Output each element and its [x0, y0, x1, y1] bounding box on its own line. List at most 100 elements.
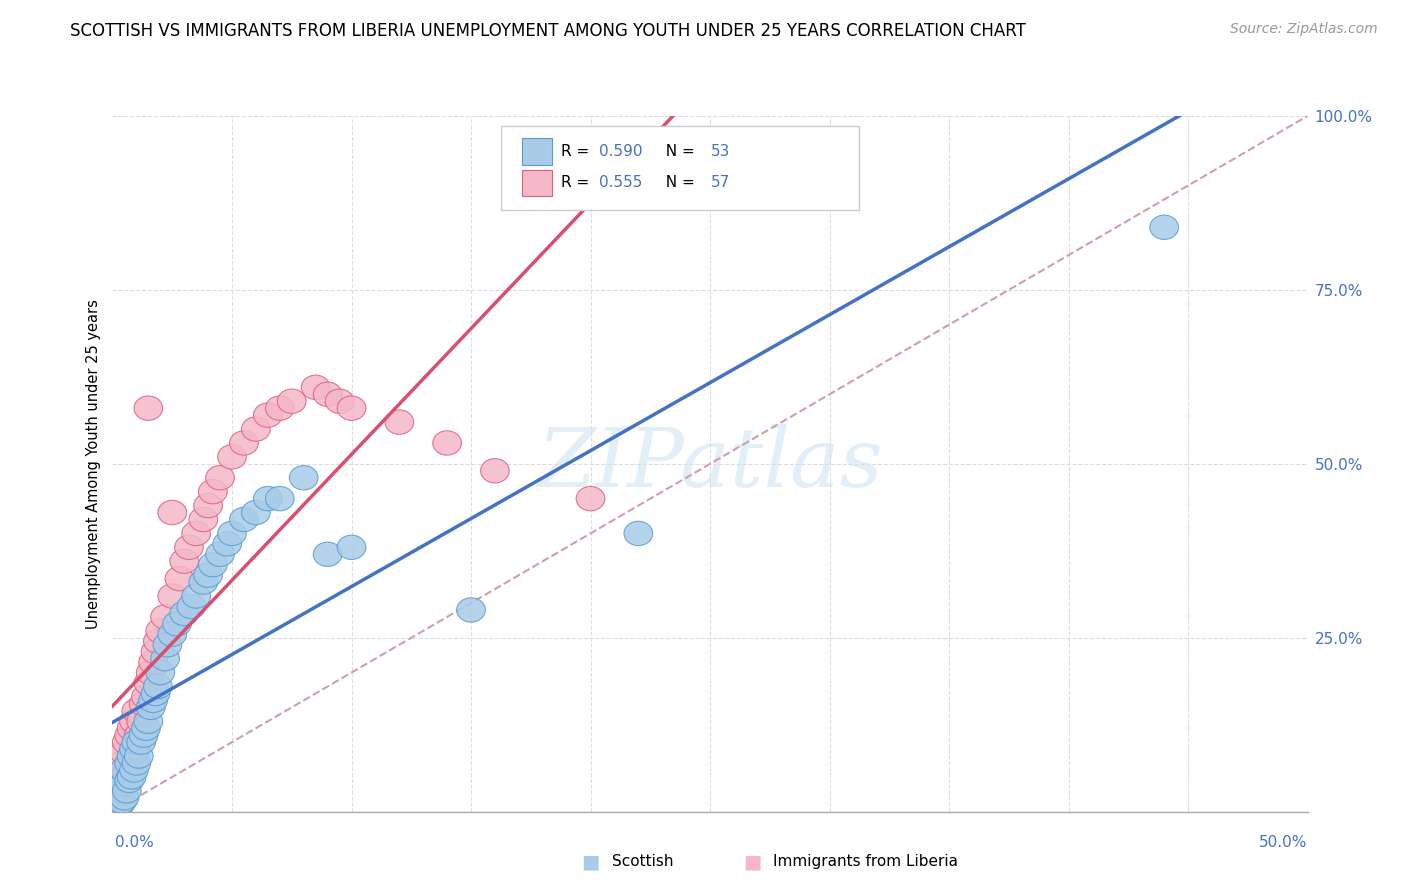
Ellipse shape — [157, 584, 187, 608]
Ellipse shape — [122, 698, 150, 723]
Ellipse shape — [433, 431, 461, 455]
Ellipse shape — [314, 542, 342, 566]
Ellipse shape — [337, 396, 366, 420]
Ellipse shape — [108, 751, 136, 775]
Text: N =: N = — [657, 175, 700, 190]
Ellipse shape — [105, 782, 134, 806]
Ellipse shape — [143, 629, 172, 654]
Ellipse shape — [253, 486, 283, 511]
Ellipse shape — [110, 786, 139, 810]
Ellipse shape — [122, 730, 150, 755]
Text: 0.0%: 0.0% — [115, 836, 155, 850]
Ellipse shape — [136, 660, 165, 685]
Ellipse shape — [108, 779, 136, 803]
Ellipse shape — [132, 716, 160, 740]
Ellipse shape — [198, 552, 228, 577]
Ellipse shape — [129, 723, 157, 747]
FancyBboxPatch shape — [523, 169, 553, 196]
Text: ZIPatlas: ZIPatlas — [537, 424, 883, 504]
Ellipse shape — [212, 532, 242, 556]
Ellipse shape — [134, 671, 163, 695]
Text: ■: ■ — [581, 852, 600, 871]
Ellipse shape — [218, 445, 246, 469]
Text: 0.590: 0.590 — [599, 144, 643, 159]
Ellipse shape — [229, 431, 259, 455]
Text: Scottish: Scottish — [612, 855, 673, 869]
Ellipse shape — [253, 403, 283, 427]
Ellipse shape — [301, 376, 330, 400]
Ellipse shape — [120, 737, 149, 761]
Ellipse shape — [105, 793, 134, 817]
Ellipse shape — [170, 549, 198, 574]
Ellipse shape — [110, 758, 139, 782]
Ellipse shape — [117, 764, 146, 789]
Y-axis label: Unemployment Among Youth under 25 years: Unemployment Among Youth under 25 years — [86, 299, 101, 629]
Ellipse shape — [122, 733, 150, 758]
Ellipse shape — [122, 751, 150, 775]
Ellipse shape — [139, 650, 167, 674]
Ellipse shape — [205, 466, 235, 490]
Ellipse shape — [163, 612, 191, 636]
Ellipse shape — [150, 647, 180, 671]
Ellipse shape — [110, 740, 139, 764]
Text: N =: N = — [657, 144, 700, 159]
Ellipse shape — [229, 508, 259, 532]
Ellipse shape — [101, 764, 129, 789]
Ellipse shape — [108, 779, 136, 803]
Ellipse shape — [146, 660, 174, 685]
Ellipse shape — [198, 480, 228, 504]
Ellipse shape — [110, 772, 139, 796]
Ellipse shape — [165, 566, 194, 591]
Ellipse shape — [125, 723, 153, 747]
Ellipse shape — [110, 772, 139, 796]
Ellipse shape — [181, 584, 211, 608]
Ellipse shape — [314, 382, 342, 407]
Ellipse shape — [157, 500, 187, 524]
Text: SCOTTISH VS IMMIGRANTS FROM LIBERIA UNEMPLOYMENT AMONG YOUTH UNDER 25 YEARS CORR: SCOTTISH VS IMMIGRANTS FROM LIBERIA UNEM… — [70, 22, 1026, 40]
Text: ■: ■ — [742, 852, 762, 871]
Ellipse shape — [205, 542, 235, 566]
Ellipse shape — [325, 389, 354, 413]
Text: R =: R = — [561, 144, 593, 159]
FancyBboxPatch shape — [501, 127, 859, 210]
Ellipse shape — [134, 709, 163, 733]
Text: Immigrants from Liberia: Immigrants from Liberia — [773, 855, 959, 869]
Ellipse shape — [117, 716, 146, 740]
Ellipse shape — [188, 570, 218, 594]
Ellipse shape — [337, 535, 366, 559]
Ellipse shape — [115, 751, 143, 775]
Text: R =: R = — [561, 175, 593, 190]
Ellipse shape — [141, 681, 170, 706]
Ellipse shape — [117, 744, 146, 768]
Ellipse shape — [188, 508, 218, 532]
Ellipse shape — [115, 768, 143, 793]
Ellipse shape — [101, 793, 129, 817]
Ellipse shape — [385, 410, 413, 434]
Ellipse shape — [457, 598, 485, 622]
Ellipse shape — [127, 709, 156, 733]
Ellipse shape — [125, 744, 153, 768]
Ellipse shape — [136, 695, 165, 720]
Text: 0.555: 0.555 — [599, 175, 643, 190]
Ellipse shape — [242, 417, 270, 442]
Text: 50.0%: 50.0% — [1260, 836, 1308, 850]
Ellipse shape — [1150, 215, 1178, 239]
Ellipse shape — [624, 521, 652, 546]
Ellipse shape — [153, 632, 181, 657]
Text: Source: ZipAtlas.com: Source: ZipAtlas.com — [1230, 22, 1378, 37]
Ellipse shape — [266, 396, 294, 420]
Ellipse shape — [129, 691, 157, 716]
Ellipse shape — [101, 796, 129, 821]
Ellipse shape — [120, 709, 149, 733]
Ellipse shape — [105, 761, 134, 786]
Ellipse shape — [101, 782, 129, 806]
Ellipse shape — [139, 689, 167, 713]
Text: 53: 53 — [711, 144, 731, 159]
Ellipse shape — [150, 605, 180, 629]
Ellipse shape — [112, 730, 141, 755]
Ellipse shape — [120, 758, 149, 782]
Ellipse shape — [481, 458, 509, 483]
Ellipse shape — [170, 601, 198, 625]
Ellipse shape — [242, 500, 270, 524]
Ellipse shape — [103, 772, 132, 796]
